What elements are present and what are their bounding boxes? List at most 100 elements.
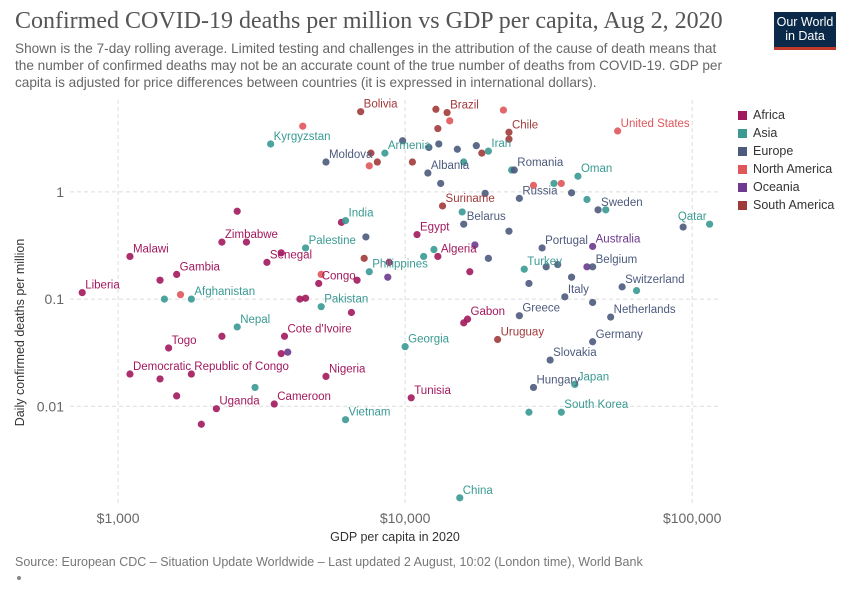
point-label: Malawi xyxy=(133,243,169,255)
data-point xyxy=(583,195,591,204)
data-point xyxy=(434,252,442,261)
legend-label: Oceania xyxy=(753,180,800,194)
legend-item-asia[interactable]: Asia xyxy=(738,124,834,142)
data-point xyxy=(267,140,275,148)
point-label: Armenia xyxy=(388,140,431,152)
data-point xyxy=(424,169,432,177)
data-point xyxy=(567,189,576,197)
data-point xyxy=(432,105,440,113)
data-point xyxy=(156,375,164,383)
y-tick-label: 1 xyxy=(56,184,64,200)
data-point xyxy=(367,149,375,157)
data-point xyxy=(197,420,205,428)
data-point xyxy=(126,252,134,261)
x-tick-label: $100,000 xyxy=(663,510,722,526)
data-point xyxy=(460,220,468,228)
data-point xyxy=(353,276,361,284)
data-point xyxy=(466,268,474,276)
data-point xyxy=(471,241,479,249)
logo-line-2: in Data xyxy=(785,29,825,43)
legend-item-north-america[interactable]: North America xyxy=(738,160,834,178)
x-axis-label: GDP per capita in 2020 xyxy=(330,530,460,544)
data-point xyxy=(347,308,356,317)
point-label: Kyrgyzstan xyxy=(274,131,331,143)
y-axis-label: Daily confirmed deaths per million xyxy=(13,239,27,427)
legend-item-south-america[interactable]: South America xyxy=(738,196,834,214)
data-point xyxy=(317,270,325,278)
data-point xyxy=(484,254,492,262)
data-point xyxy=(385,258,393,266)
data-point xyxy=(233,323,241,331)
data-point xyxy=(632,287,641,295)
data-point xyxy=(589,338,597,346)
data-point xyxy=(156,276,164,284)
point-label: Georgia xyxy=(408,334,450,346)
point-label: Zimbabwe xyxy=(225,229,278,241)
data-point xyxy=(420,252,428,261)
data-point xyxy=(434,124,442,133)
legend-swatch xyxy=(738,164,747,174)
data-point xyxy=(173,392,181,400)
data-point xyxy=(463,315,472,323)
data-point xyxy=(594,206,602,214)
data-point xyxy=(554,260,562,269)
point-label: Cameroon xyxy=(277,391,331,403)
point-label: Slovakia xyxy=(553,347,597,359)
data-point xyxy=(373,158,381,166)
data-point xyxy=(505,135,513,143)
data-point xyxy=(187,370,195,378)
data-point xyxy=(212,405,220,413)
data-point xyxy=(315,279,323,288)
legend-label: South America xyxy=(753,198,835,212)
point-label: Hungary xyxy=(536,374,580,386)
point-label: Palestine xyxy=(309,235,356,247)
data-point xyxy=(341,216,350,225)
point-label: South Korea xyxy=(564,399,629,411)
point-label: India xyxy=(349,208,375,220)
point-label: Egypt xyxy=(420,222,450,234)
owid-logo[interactable]: Our World in Data xyxy=(774,12,836,50)
data-point xyxy=(176,291,185,299)
point-label: Tunisia xyxy=(414,385,451,397)
point-label: Nepal xyxy=(240,314,270,326)
data-point xyxy=(525,408,533,416)
legend-item-europe[interactable]: Europe xyxy=(738,142,834,160)
data-point xyxy=(357,108,365,116)
point-label: Afghanistan xyxy=(194,286,255,298)
data-point xyxy=(529,181,538,189)
point-label: Turkey xyxy=(527,256,562,268)
data-point xyxy=(284,348,292,356)
legend-item-oceania[interactable]: Oceania xyxy=(738,178,834,196)
data-point xyxy=(515,194,523,202)
data-point xyxy=(567,273,576,281)
data-point xyxy=(437,179,445,188)
point-label: Belgium xyxy=(596,254,638,266)
data-point xyxy=(472,142,480,150)
point-label: Greece xyxy=(522,303,560,315)
logo-line-1: Our World xyxy=(776,15,834,29)
point-label: Sweden xyxy=(601,197,643,209)
data-point xyxy=(218,238,226,246)
point-label: Congo xyxy=(322,270,356,282)
point-label: Iran xyxy=(491,138,511,150)
legend-item-africa[interactable]: Africa xyxy=(738,106,834,124)
data-point xyxy=(413,230,421,239)
point-label: Albania xyxy=(431,160,470,172)
data-point xyxy=(499,106,508,114)
point-label: Japan xyxy=(578,371,609,383)
data-point xyxy=(525,279,533,288)
y-tick-label: 0.1 xyxy=(45,291,65,307)
data-point xyxy=(546,356,554,364)
data-point xyxy=(401,343,409,351)
point-label: Philippines xyxy=(372,259,428,271)
data-point xyxy=(557,408,565,416)
data-point xyxy=(160,295,168,303)
legend-swatch xyxy=(738,146,747,156)
x-tick-label: $10,000 xyxy=(380,510,431,526)
point-label: Suriname xyxy=(446,193,495,205)
data-point xyxy=(494,335,502,344)
data-point xyxy=(407,394,415,402)
data-point xyxy=(438,202,447,210)
data-point xyxy=(460,158,468,166)
point-label: Brazil xyxy=(450,100,479,112)
